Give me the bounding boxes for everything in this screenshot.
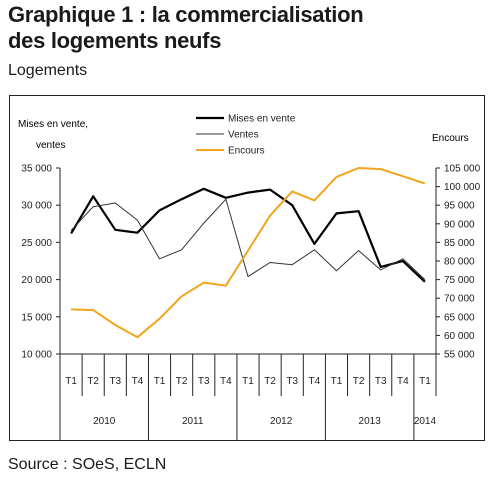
quarter-label: T4 (397, 376, 409, 387)
right-tick-label: 100 000 (444, 182, 481, 193)
left-axis-title-line2: ventes (36, 140, 65, 151)
right-tick-label: 90 000 (444, 219, 475, 230)
right-tick-label: 55 000 (444, 350, 475, 361)
quarter-label: T1 (154, 376, 166, 387)
quarter-label: T2 (353, 376, 365, 387)
quarter-label: T2 (264, 376, 276, 387)
year-label: 2013 (359, 416, 382, 427)
series-mises-en-vente-line (70, 187, 426, 283)
quarter-label: T4 (309, 376, 321, 387)
right-tick-label: 105 000 (444, 164, 481, 175)
quarter-label: T1 (242, 376, 254, 387)
chart-frame (9, 95, 485, 441)
right-tick-label: 95 000 (444, 201, 475, 212)
right-tick-label: 60 000 (444, 331, 475, 342)
chart-unit: Logements (8, 62, 88, 79)
left-axis-title-line1: Mises en vente, (18, 119, 88, 130)
chart-title: Graphique 1 : la commercialisation des l… (8, 2, 364, 54)
legend-label: Ventes (228, 130, 259, 141)
quarter-label: T4 (220, 376, 232, 387)
quarter-label: T3 (198, 376, 210, 387)
quarter-label: T3 (375, 376, 387, 387)
chart-title-line1: Graphique 1 : la commercialisation (8, 2, 364, 27)
left-tick-label: 15 000 (21, 312, 52, 323)
right-tick-label: 70 000 (444, 294, 475, 305)
left-tick-label: 10 000 (21, 350, 52, 361)
quarter-label: T3 (286, 376, 298, 387)
left-tick-label: 30 000 (21, 201, 52, 212)
quarter-label: T2 (87, 376, 99, 387)
quarter-label: T1 (331, 376, 343, 387)
series-ventes-line (70, 198, 426, 280)
quarter-label: T1 (419, 376, 431, 387)
right-tick-label: 85 000 (444, 238, 475, 249)
quarter-label: T2 (176, 376, 188, 387)
left-tick-label: 25 000 (21, 238, 52, 249)
source-note: Source : SOeS, ECLN (8, 456, 167, 473)
year-label: 2012 (270, 416, 293, 427)
left-tick-label: 20 000 (21, 275, 52, 286)
legend-label: Mises en vente (228, 114, 296, 125)
quarter-label: T4 (132, 376, 144, 387)
year-label: 2014 (414, 416, 437, 427)
right-axis-title: Encours (432, 133, 469, 144)
chart-title-line2: des logements neufs (8, 28, 222, 53)
left-tick-label: 35 000 (21, 164, 52, 175)
right-tick-label: 80 000 (444, 257, 475, 268)
year-label: 2011 (182, 416, 204, 427)
right-tick-label: 65 000 (444, 312, 475, 323)
legend-label: Encours (228, 146, 265, 157)
quarter-label: T1 (65, 376, 77, 387)
right-tick-label: 75 000 (444, 275, 475, 286)
year-label: 2010 (93, 416, 116, 427)
quarter-label: T3 (109, 376, 121, 387)
